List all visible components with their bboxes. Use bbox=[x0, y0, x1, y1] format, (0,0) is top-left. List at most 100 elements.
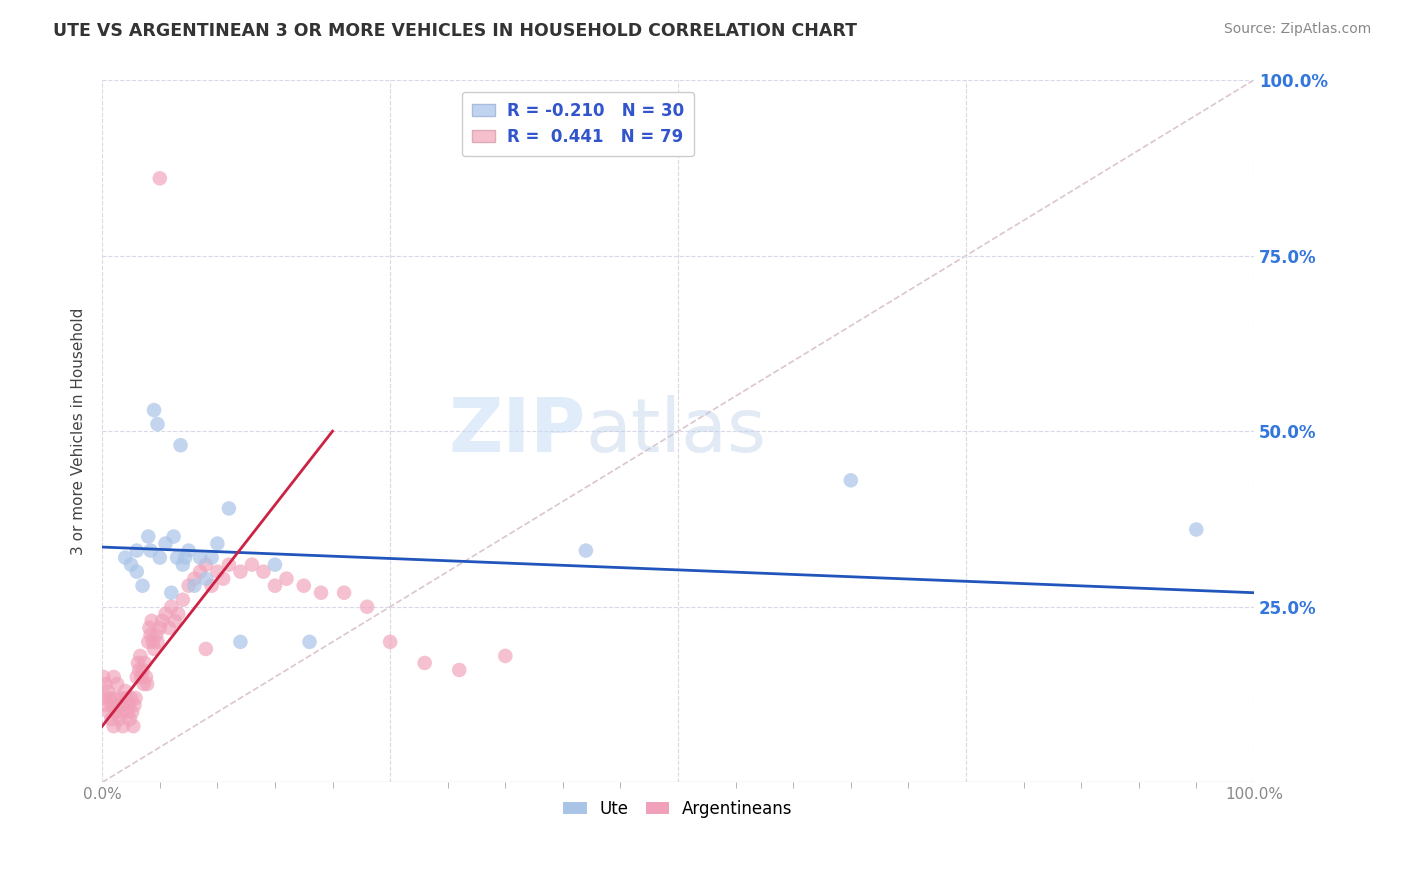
Point bbox=[111, 705, 134, 719]
Point bbox=[97, 684, 120, 698]
Point bbox=[356, 599, 378, 614]
Point bbox=[155, 536, 177, 550]
Text: ZIP: ZIP bbox=[449, 394, 586, 467]
Point bbox=[131, 579, 153, 593]
Point bbox=[136, 529, 159, 543]
Point bbox=[131, 670, 153, 684]
Point bbox=[107, 698, 129, 712]
Point bbox=[162, 529, 184, 543]
Point bbox=[378, 635, 401, 649]
Point bbox=[143, 403, 166, 417]
Point bbox=[174, 550, 197, 565]
Point bbox=[143, 641, 166, 656]
Point bbox=[194, 572, 217, 586]
Point bbox=[449, 663, 471, 677]
Point bbox=[207, 536, 229, 550]
Text: atlas: atlas bbox=[586, 394, 766, 467]
Point bbox=[276, 572, 298, 586]
Point bbox=[160, 599, 183, 614]
Point bbox=[264, 558, 287, 572]
Point bbox=[177, 543, 200, 558]
Point bbox=[229, 635, 252, 649]
Text: Source: ZipAtlas.com: Source: ZipAtlas.com bbox=[1223, 22, 1371, 37]
Point bbox=[124, 698, 146, 712]
Point bbox=[100, 712, 122, 726]
Point bbox=[149, 621, 172, 635]
Point bbox=[118, 712, 141, 726]
Point bbox=[160, 585, 183, 599]
Point bbox=[150, 614, 173, 628]
Point bbox=[117, 705, 139, 719]
Point bbox=[132, 677, 155, 691]
Point bbox=[103, 670, 125, 684]
Point bbox=[141, 614, 163, 628]
Point bbox=[103, 719, 125, 733]
Point bbox=[122, 719, 145, 733]
Point bbox=[93, 691, 115, 706]
Point bbox=[124, 691, 146, 706]
Point bbox=[110, 691, 132, 706]
Point bbox=[101, 698, 124, 712]
Point bbox=[128, 663, 150, 677]
Point bbox=[252, 565, 274, 579]
Point bbox=[575, 543, 598, 558]
Point bbox=[169, 438, 191, 452]
Point bbox=[94, 677, 117, 691]
Point bbox=[127, 656, 149, 670]
Point bbox=[98, 705, 121, 719]
Point bbox=[172, 592, 194, 607]
Point bbox=[139, 543, 162, 558]
Point bbox=[201, 550, 224, 565]
Point bbox=[188, 565, 211, 579]
Point bbox=[149, 171, 172, 186]
Point bbox=[207, 565, 229, 579]
Point bbox=[114, 550, 136, 565]
Point bbox=[264, 579, 287, 593]
Point bbox=[96, 698, 118, 712]
Point bbox=[104, 691, 127, 706]
Point bbox=[131, 663, 153, 677]
Point bbox=[134, 656, 156, 670]
Point bbox=[145, 628, 167, 642]
Point bbox=[121, 705, 143, 719]
Point bbox=[167, 607, 190, 621]
Point bbox=[298, 635, 321, 649]
Point bbox=[149, 550, 172, 565]
Point bbox=[494, 648, 516, 663]
Point bbox=[139, 628, 162, 642]
Point bbox=[120, 691, 142, 706]
Text: UTE VS ARGENTINEAN 3 OR MORE VEHICLES IN HOUSEHOLD CORRELATION CHART: UTE VS ARGENTINEAN 3 OR MORE VEHICLES IN… bbox=[53, 22, 858, 40]
Point bbox=[201, 579, 224, 593]
Point bbox=[177, 579, 200, 593]
Point bbox=[194, 558, 217, 572]
Point bbox=[105, 705, 128, 719]
Point bbox=[292, 579, 315, 593]
Point bbox=[146, 635, 169, 649]
Point bbox=[108, 712, 131, 726]
Point bbox=[839, 473, 862, 487]
Point bbox=[188, 550, 211, 565]
Point bbox=[125, 565, 148, 579]
Point bbox=[157, 621, 180, 635]
Point bbox=[155, 607, 177, 621]
Legend: Ute, Argentineans: Ute, Argentineans bbox=[557, 793, 800, 824]
Point bbox=[142, 635, 165, 649]
Point bbox=[125, 543, 148, 558]
Point bbox=[112, 698, 135, 712]
Point bbox=[172, 558, 194, 572]
Point bbox=[194, 641, 217, 656]
Point bbox=[115, 691, 138, 706]
Point bbox=[1185, 523, 1208, 537]
Point bbox=[118, 698, 141, 712]
Point bbox=[114, 684, 136, 698]
Point bbox=[125, 670, 148, 684]
Point bbox=[136, 635, 159, 649]
Point bbox=[129, 648, 152, 663]
Point bbox=[136, 677, 159, 691]
Point bbox=[309, 585, 332, 599]
Point bbox=[111, 719, 134, 733]
Point bbox=[146, 417, 169, 432]
Y-axis label: 3 or more Vehicles in Household: 3 or more Vehicles in Household bbox=[72, 308, 86, 555]
Point bbox=[135, 670, 157, 684]
Point bbox=[98, 691, 121, 706]
